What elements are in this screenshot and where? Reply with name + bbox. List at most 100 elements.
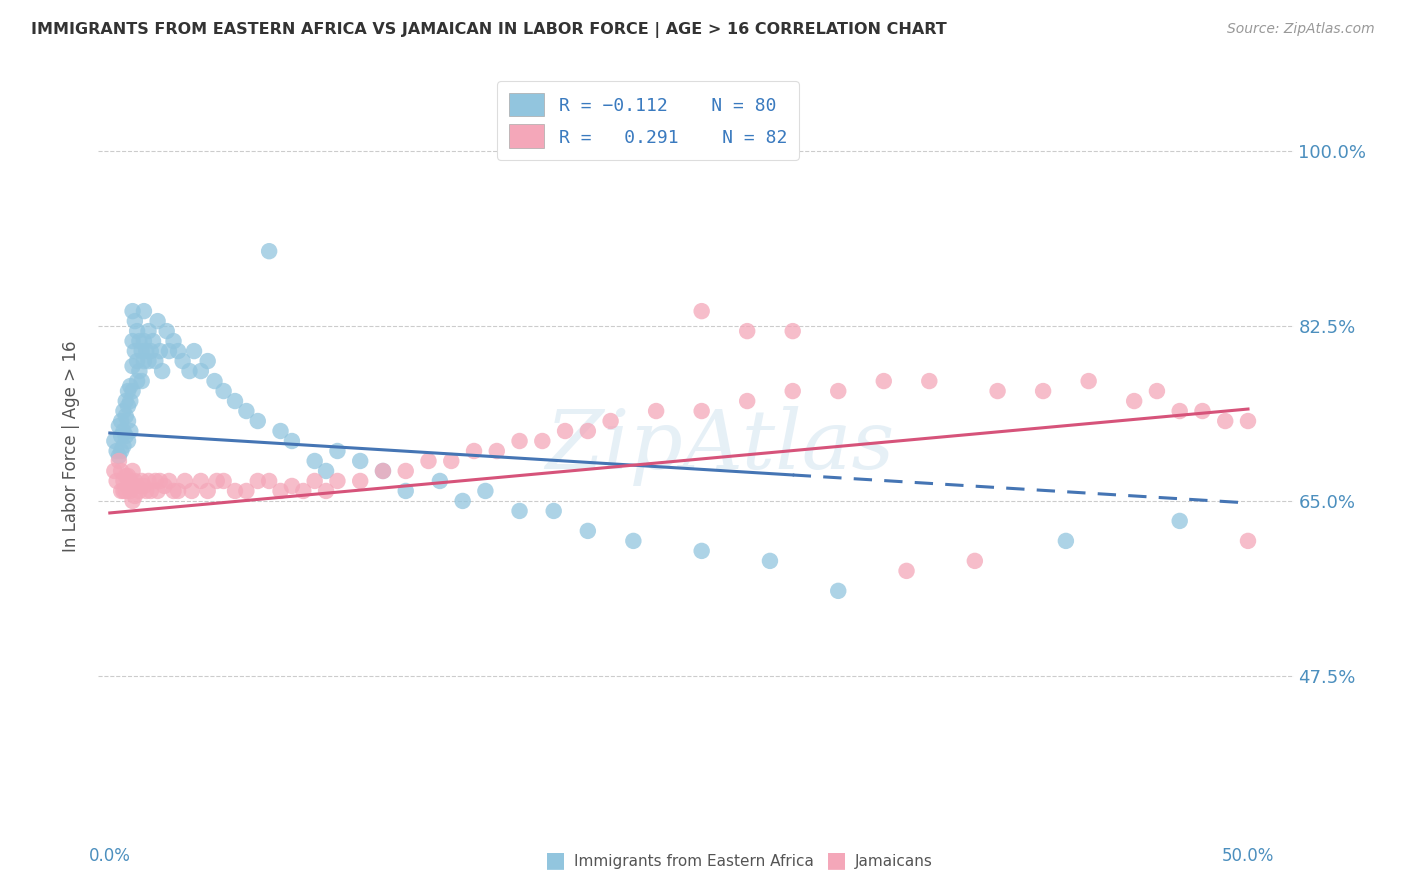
Point bbox=[270, 424, 292, 438]
Point bbox=[128, 364, 150, 378]
Point bbox=[371, 464, 394, 478]
Point bbox=[735, 394, 758, 409]
Point bbox=[180, 483, 202, 498]
Point bbox=[463, 444, 485, 458]
Point bbox=[349, 454, 371, 468]
Point bbox=[270, 483, 292, 498]
Point bbox=[110, 444, 132, 458]
Point bbox=[235, 404, 257, 418]
Point bbox=[138, 474, 160, 488]
Point bbox=[149, 344, 172, 359]
Point bbox=[138, 324, 160, 338]
Point bbox=[108, 419, 131, 434]
Legend: R = −0.112    N = 80, R =   0.291    N = 82: R = −0.112 N = 80, R = 0.291 N = 82 bbox=[498, 81, 799, 160]
Point bbox=[371, 464, 394, 478]
Point bbox=[143, 354, 166, 368]
Point bbox=[224, 483, 246, 498]
Text: ZipAtlas: ZipAtlas bbox=[546, 406, 894, 486]
Point bbox=[112, 483, 135, 498]
Point bbox=[117, 414, 139, 428]
Point bbox=[135, 344, 157, 359]
Point bbox=[690, 404, 713, 418]
Point bbox=[1191, 404, 1213, 418]
Point bbox=[132, 334, 155, 348]
Point bbox=[1123, 394, 1146, 409]
Point bbox=[112, 404, 135, 418]
Point bbox=[235, 483, 257, 498]
Point bbox=[179, 364, 201, 378]
Point bbox=[395, 464, 418, 478]
Point bbox=[135, 483, 157, 498]
Point bbox=[599, 414, 621, 428]
Point bbox=[315, 464, 337, 478]
Point bbox=[162, 334, 184, 348]
Point bbox=[117, 479, 139, 493]
Point bbox=[103, 434, 125, 448]
Point bbox=[162, 483, 184, 498]
Point bbox=[110, 464, 132, 478]
Point bbox=[918, 374, 941, 388]
Point bbox=[114, 429, 136, 443]
Point bbox=[127, 324, 149, 338]
Point bbox=[139, 483, 162, 498]
Point bbox=[190, 364, 212, 378]
Point bbox=[1213, 414, 1236, 428]
Point bbox=[121, 479, 143, 493]
Point bbox=[153, 479, 176, 493]
Point bbox=[1077, 374, 1099, 388]
Point bbox=[212, 474, 235, 488]
Text: 50.0%: 50.0% bbox=[1222, 847, 1274, 865]
Point bbox=[124, 344, 146, 359]
Point bbox=[138, 354, 160, 368]
Point bbox=[1032, 384, 1054, 398]
Point bbox=[108, 454, 131, 468]
Point bbox=[127, 479, 149, 493]
Point bbox=[117, 434, 139, 448]
Point bbox=[281, 479, 304, 493]
Point bbox=[205, 474, 228, 488]
Point bbox=[121, 384, 143, 398]
Point bbox=[1237, 414, 1260, 428]
Point bbox=[576, 524, 599, 538]
Point bbox=[429, 474, 451, 488]
Point bbox=[204, 374, 226, 388]
Point bbox=[112, 424, 135, 438]
Point bbox=[117, 384, 139, 398]
Point bbox=[108, 449, 131, 463]
Point bbox=[139, 344, 162, 359]
Point bbox=[315, 483, 337, 498]
Point bbox=[987, 384, 1010, 398]
Point bbox=[124, 314, 146, 328]
Point bbox=[224, 394, 246, 409]
Point bbox=[873, 374, 896, 388]
Text: Jamaicans: Jamaicans bbox=[855, 854, 932, 869]
Text: Immigrants from Eastern Africa: Immigrants from Eastern Africa bbox=[574, 854, 814, 869]
Point bbox=[690, 304, 713, 318]
Point bbox=[157, 474, 180, 488]
Point bbox=[110, 483, 132, 498]
Point bbox=[143, 474, 166, 488]
Point bbox=[132, 354, 155, 368]
Point bbox=[827, 384, 849, 398]
Point bbox=[1054, 533, 1077, 548]
Point bbox=[112, 474, 135, 488]
Point bbox=[645, 404, 668, 418]
Point bbox=[156, 324, 179, 338]
Point bbox=[963, 554, 986, 568]
Point bbox=[127, 374, 149, 388]
Point bbox=[212, 384, 235, 398]
Point bbox=[132, 304, 155, 318]
Point bbox=[114, 483, 136, 498]
Point bbox=[509, 504, 531, 518]
Point bbox=[131, 374, 153, 388]
Text: ■: ■ bbox=[546, 850, 565, 870]
Point bbox=[142, 334, 165, 348]
Point bbox=[257, 474, 280, 488]
Point bbox=[112, 439, 135, 453]
Point bbox=[149, 474, 172, 488]
Point bbox=[128, 483, 150, 498]
Point bbox=[121, 494, 143, 508]
Point bbox=[121, 304, 143, 318]
Point bbox=[117, 399, 139, 413]
Point bbox=[117, 469, 139, 483]
